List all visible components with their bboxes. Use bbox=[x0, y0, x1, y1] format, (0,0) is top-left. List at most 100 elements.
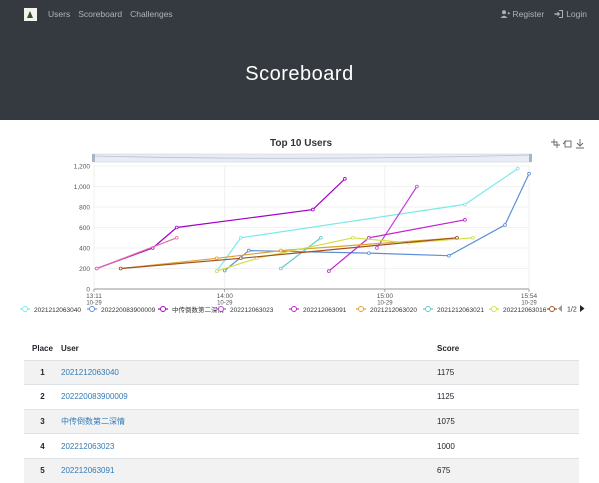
datazoom-slider[interactable] bbox=[92, 153, 532, 163]
register-label: Register bbox=[512, 9, 545, 19]
zoom-reset-icon[interactable] bbox=[562, 140, 572, 148]
series-4 bbox=[375, 184, 419, 250]
score-cell: 1175 bbox=[437, 359, 579, 385]
x-tick-label: 13:11 bbox=[86, 293, 102, 300]
series-point[interactable] bbox=[375, 246, 379, 250]
series-point[interactable] bbox=[214, 256, 219, 261]
series-point[interactable] bbox=[343, 177, 347, 181]
series-point[interactable] bbox=[311, 207, 315, 212]
series-point[interactable] bbox=[174, 225, 179, 230]
series-point[interactable] bbox=[118, 266, 123, 271]
series-point[interactable] bbox=[527, 171, 531, 176]
user-link[interactable]: 中传倒数第二深情 bbox=[61, 416, 125, 426]
series-point[interactable] bbox=[222, 268, 227, 273]
nav-scoreboard-link[interactable]: Scoreboard bbox=[78, 9, 123, 19]
datazoom-right-handle[interactable] bbox=[529, 154, 532, 162]
series-point[interactable] bbox=[238, 256, 243, 261]
chart-toolbox bbox=[551, 139, 584, 149]
series-point[interactable] bbox=[367, 251, 371, 255]
series-point[interactable] bbox=[246, 248, 251, 253]
chart-axes: 02004006008001,0001,20013:1110-2914:0010… bbox=[74, 164, 538, 307]
legend-item[interactable]: 2021212063020 bbox=[356, 306, 417, 315]
legend-page-label: 1/2 bbox=[567, 307, 577, 314]
user-link[interactable]: 202220083900009 bbox=[61, 392, 128, 402]
page-header: Scoreboard bbox=[0, 28, 599, 120]
sign-in-icon bbox=[554, 10, 564, 18]
login-label: Login bbox=[566, 9, 587, 19]
legend-marker bbox=[160, 306, 166, 312]
login-link[interactable]: Login bbox=[554, 9, 587, 19]
scoreboard-table: Place User Score 1 2021212063040 1175 2 … bbox=[24, 338, 579, 483]
legend-prev-icon[interactable] bbox=[558, 305, 562, 312]
top-navbar: Users Scoreboard Challenges Register Log… bbox=[0, 0, 599, 28]
table-row: 4 202212063023 1000 bbox=[24, 433, 579, 459]
place-cell: 2 bbox=[24, 384, 61, 410]
series-point[interactable] bbox=[94, 266, 99, 271]
legend-item[interactable]: 2021212063021 bbox=[423, 306, 484, 315]
series-point[interactable] bbox=[471, 235, 475, 240]
score-chart-canvas: Top 10 Users 0 200 400 600 800 1,000 1,200 13:1… bbox=[20, 138, 585, 315]
series-point[interactable] bbox=[214, 269, 219, 273]
series-2 bbox=[222, 171, 531, 273]
series-point[interactable] bbox=[279, 248, 283, 253]
y-tick-label: 1,000 bbox=[74, 184, 91, 191]
legend-item[interactable]: 202212063016 bbox=[489, 306, 547, 315]
series-point[interactable] bbox=[463, 202, 467, 207]
place-cell: 3 bbox=[24, 408, 61, 434]
series-line bbox=[216, 168, 519, 272]
ctfd-logo[interactable] bbox=[24, 7, 37, 21]
nav-challenges-link[interactable]: Challenges bbox=[130, 9, 173, 19]
series-point[interactable] bbox=[351, 235, 355, 240]
legend-item[interactable]: 202212063091 bbox=[289, 306, 347, 315]
datazoom-left-handle[interactable] bbox=[92, 154, 95, 162]
legend-marker bbox=[218, 306, 224, 312]
series-line bbox=[120, 237, 457, 270]
legend-label: 中传倒数第二深情 bbox=[172, 305, 225, 314]
legend-marker bbox=[358, 306, 364, 312]
series-point[interactable] bbox=[174, 235, 179, 240]
y-tick-label: 600 bbox=[79, 225, 90, 232]
legend-item[interactable]: 中传倒数第二深情 bbox=[158, 305, 225, 314]
series-point[interactable] bbox=[415, 184, 419, 189]
x-tick-date: 10-29 bbox=[217, 301, 233, 307]
register-link[interactable]: Register bbox=[500, 9, 545, 19]
series-3 bbox=[94, 177, 347, 271]
zoom-icon[interactable] bbox=[551, 139, 560, 148]
download-icon[interactable] bbox=[576, 139, 584, 149]
series-point[interactable] bbox=[238, 235, 243, 240]
score-header: Score bbox=[437, 338, 579, 361]
legend-item[interactable] bbox=[547, 306, 557, 312]
user-link[interactable]: 202212063023 bbox=[61, 441, 115, 451]
user-link[interactable]: 202212063091 bbox=[61, 466, 115, 476]
nav-users-link[interactable]: Users bbox=[48, 9, 71, 19]
legend-item[interactable]: 2021212063040 bbox=[20, 306, 81, 315]
legend-item[interactable]: 202220083900009 bbox=[87, 306, 156, 315]
y-tick-label: 800 bbox=[79, 205, 90, 212]
legend-marker bbox=[425, 306, 431, 312]
place-cell: 5 bbox=[24, 457, 61, 483]
score-cell: 675 bbox=[437, 457, 579, 483]
user-link[interactable]: 2021212063040 bbox=[61, 367, 119, 377]
place-header: Place bbox=[24, 338, 61, 361]
series-point[interactable] bbox=[455, 235, 459, 240]
legend-item[interactable]: 202212063023 bbox=[216, 306, 274, 315]
series-point[interactable] bbox=[515, 166, 520, 171]
series-point[interactable] bbox=[319, 235, 323, 240]
place-cell: 1 bbox=[24, 359, 61, 385]
series-point[interactable] bbox=[463, 218, 467, 222]
series-line bbox=[224, 173, 530, 272]
user-header: User bbox=[61, 338, 437, 361]
legend-label: 2021212063040 bbox=[34, 307, 81, 314]
y-tick-label: 1,200 bbox=[74, 164, 91, 171]
series-point[interactable] bbox=[503, 223, 507, 227]
legend-marker bbox=[491, 306, 497, 312]
table-header-row: Place User Score bbox=[24, 338, 579, 361]
series-point[interactable] bbox=[447, 253, 451, 258]
legend-marker bbox=[549, 306, 555, 312]
series-point[interactable] bbox=[279, 266, 283, 271]
user-plus-icon bbox=[500, 10, 510, 18]
x-tick-date: 10-29 bbox=[377, 301, 393, 307]
series-line bbox=[96, 237, 177, 270]
legend-next-icon[interactable] bbox=[580, 305, 585, 312]
series-point[interactable] bbox=[327, 269, 331, 273]
